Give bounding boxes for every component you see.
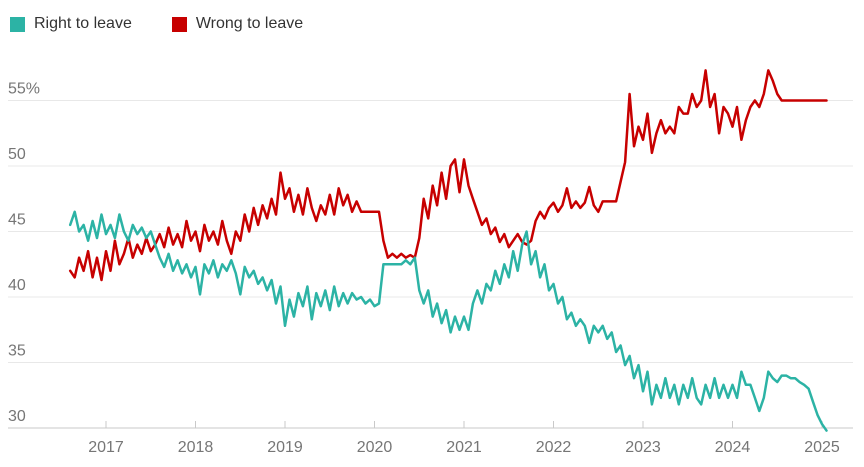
y-axis-label: 40 (8, 277, 26, 294)
y-axis-label: 35 (8, 343, 26, 360)
x-axis-label: 2025 (804, 439, 840, 456)
legend-label-wrong: Wrong to leave (195, 15, 304, 32)
x-axis-label: 2024 (715, 439, 751, 456)
y-axis-label: 30 (8, 408, 26, 425)
series-line-wrong (68, 69, 828, 282)
series-line-right (68, 210, 828, 432)
legend-label-right: Right to leave (34, 15, 132, 32)
y-axis-label: 45 (8, 212, 26, 229)
x-axis-label: 2021 (446, 439, 482, 456)
legend: Right to leave Wrong to leave (10, 16, 303, 32)
legend-item-right-to-leave: Right to leave (10, 16, 132, 32)
legend-swatch-wrong-icon (171, 16, 187, 32)
x-axis-label: 2023 (625, 439, 661, 456)
y-axis-label: 55% (8, 81, 40, 98)
y-axis-label: 50 (8, 146, 26, 163)
legend-item-wrong-to-leave: Wrong to leave (171, 15, 304, 32)
legend-swatch-right-icon (10, 16, 25, 32)
x-axis-label: 2017 (88, 439, 124, 456)
x-axis-label: 2022 (536, 439, 572, 456)
x-axis-label: 2018 (178, 439, 214, 456)
x-axis-label: 2019 (267, 439, 303, 456)
x-axis-label: 2020 (357, 439, 393, 456)
